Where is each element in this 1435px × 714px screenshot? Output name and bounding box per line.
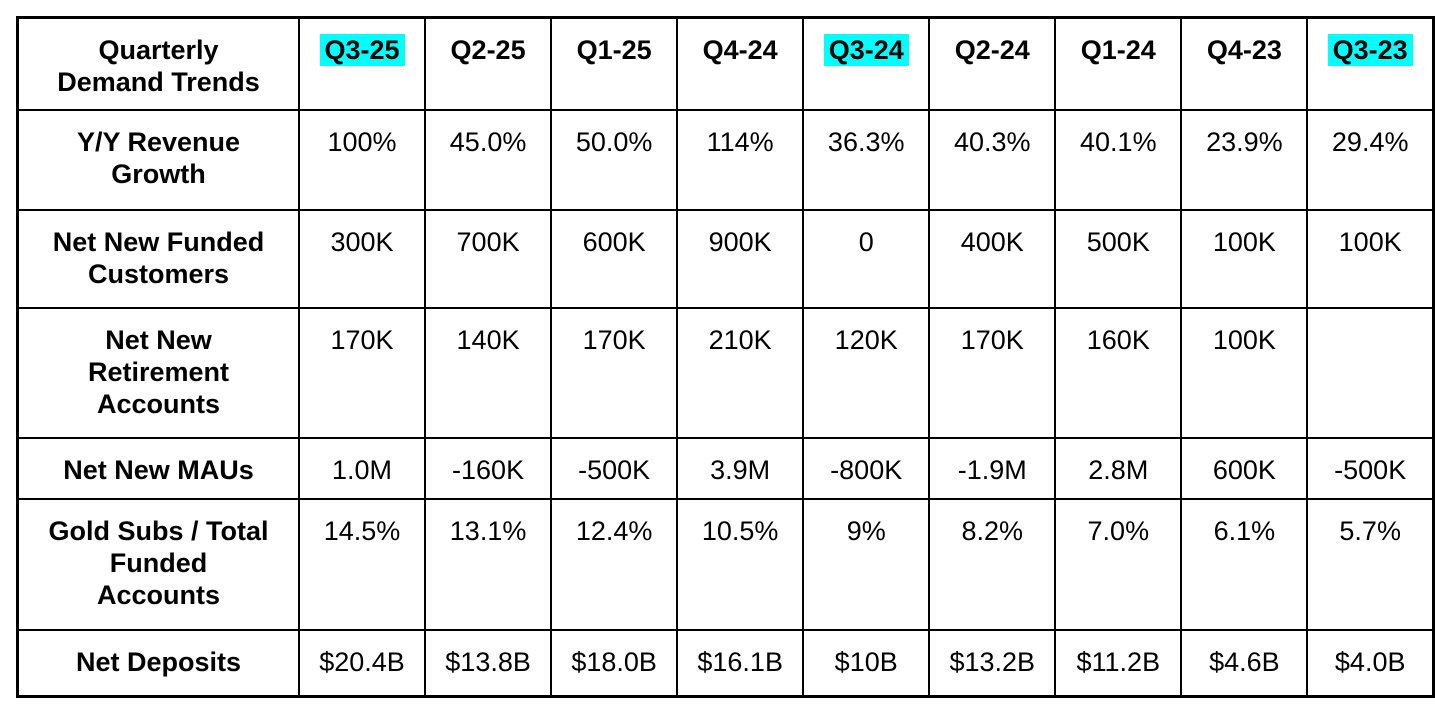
table-cell: 13.1%	[424, 497, 553, 631]
table-cell: 40.3%	[928, 108, 1057, 211]
table-cell: -800K	[802, 436, 931, 500]
table-cell: 700K	[424, 208, 553, 309]
column-header-q3-24: Q3-24	[802, 16, 931, 111]
table-row: Net New Retirement Accounts 170K 140K 170K 2…	[16, 306, 1435, 439]
table-cell: 50.0%	[550, 108, 679, 211]
table-cell: 300K	[297, 208, 427, 309]
table-cell: 170K	[550, 306, 679, 439]
table-cell: 114%	[676, 108, 805, 211]
table-cell: 8.2%	[928, 497, 1057, 631]
table-cell: 100K	[1306, 208, 1435, 309]
table-cell: 23.9%	[1180, 108, 1309, 211]
table-cell: $4.6B	[1180, 628, 1309, 698]
column-header-q2-25: Q2-25	[424, 16, 553, 111]
table-cell: 900K	[676, 208, 805, 309]
table-cell: -160K	[424, 436, 553, 500]
table-cell: 600K	[1180, 436, 1309, 500]
table-cell: 160K	[1054, 306, 1183, 439]
table-cell: 5.7%	[1306, 497, 1435, 631]
table-cell: $11.2B	[1054, 628, 1183, 698]
column-header-q3-23: Q3-23	[1306, 16, 1435, 111]
table-cell	[1306, 306, 1435, 439]
column-header-q4-23: Q4-23	[1180, 16, 1309, 111]
table-cell: 100K	[1180, 306, 1309, 439]
table-cell: 170K	[297, 306, 427, 439]
table-cell: $10B	[802, 628, 931, 698]
table-row: Net Deposits $20.4B $13.8B $18.0B $16.1B $10B…	[16, 628, 1435, 698]
column-header-q1-25: Q1-25	[550, 16, 679, 111]
table-cell: 0	[802, 208, 931, 309]
table-cell: $20.4B	[297, 628, 427, 698]
table-cell: 10.5%	[676, 497, 805, 631]
table-cell: 400K	[928, 208, 1057, 309]
table-cell: $13.8B	[424, 628, 553, 698]
table-cell: 29.4%	[1306, 108, 1435, 211]
table-cell: 2.8M	[1054, 436, 1183, 500]
row-label: Net New Funded Customers	[16, 208, 300, 309]
row-label: Net Deposits	[16, 628, 300, 698]
column-header-q2-24: Q2-24	[928, 16, 1057, 111]
table-cell: 600K	[550, 208, 679, 309]
table-cell: 45.0%	[424, 108, 553, 211]
quarterly-demand-trends-table: Quarterly Demand Trends Q3-25 Q2-25 Q1-25 Q…	[16, 16, 1435, 698]
table-cell: 100%	[297, 108, 427, 211]
table-row: Net New Funded Customers 300K 700K 600K 900K…	[16, 208, 1435, 309]
table-cell: 1.0M	[297, 436, 427, 500]
table-cell: 14.5%	[297, 497, 427, 631]
table-cell: 36.3%	[802, 108, 931, 211]
table-cell: 6.1%	[1180, 497, 1309, 631]
table-cell: $13.2B	[928, 628, 1057, 698]
table-cell: 170K	[928, 306, 1057, 439]
table-row: Y/Y Revenue Growth 100% 45.0% 50.0% 114% 36.3…	[16, 108, 1435, 211]
table-cell: -1.9M	[928, 436, 1057, 500]
table-cell: $18.0B	[550, 628, 679, 698]
table-cell: -500K	[550, 436, 679, 500]
table-row: Net New MAUs 1.0M -160K -500K 3.9M -800K -1.9M…	[16, 436, 1435, 500]
row-label: Net New Retirement Accounts	[16, 306, 300, 439]
column-header-q1-24: Q1-24	[1054, 16, 1183, 111]
row-label: Y/Y Revenue Growth	[16, 108, 300, 211]
column-header-q3-25: Q3-25	[297, 16, 427, 111]
table-cell: 140K	[424, 306, 553, 439]
table-cell: 120K	[802, 306, 931, 439]
highlighted-quarter: Q3-23	[1327, 34, 1413, 66]
table-cell: 100K	[1180, 208, 1309, 309]
column-header-q4-24: Q4-24	[676, 16, 805, 111]
table-cell: -500K	[1306, 436, 1435, 500]
table-cell: $16.1B	[676, 628, 805, 698]
table-row: Gold Subs / Total Funded Accounts 14.5% 13…	[16, 497, 1435, 631]
table-cell: $4.0B	[1306, 628, 1435, 698]
table-cell: 9%	[802, 497, 931, 631]
table-cell: 40.1%	[1054, 108, 1183, 211]
table-cell: 3.9M	[676, 436, 805, 500]
row-label: Gold Subs / Total Funded Accounts	[16, 497, 300, 631]
header-row: Quarterly Demand Trends Q3-25 Q2-25 Q1-25 Q…	[16, 16, 1435, 111]
row-label: Net New MAUs	[16, 436, 300, 500]
table-cell: 12.4%	[550, 497, 679, 631]
table-title: Quarterly Demand Trends	[16, 16, 300, 111]
highlighted-quarter: Q3-25	[319, 34, 405, 66]
table-cell: 500K	[1054, 208, 1183, 309]
table-cell: 7.0%	[1054, 497, 1183, 631]
highlighted-quarter: Q3-24	[823, 34, 909, 66]
table-cell: 210K	[676, 306, 805, 439]
table-body: Y/Y Revenue Growth 100% 45.0% 50.0% 114% 36.3…	[16, 108, 1435, 698]
